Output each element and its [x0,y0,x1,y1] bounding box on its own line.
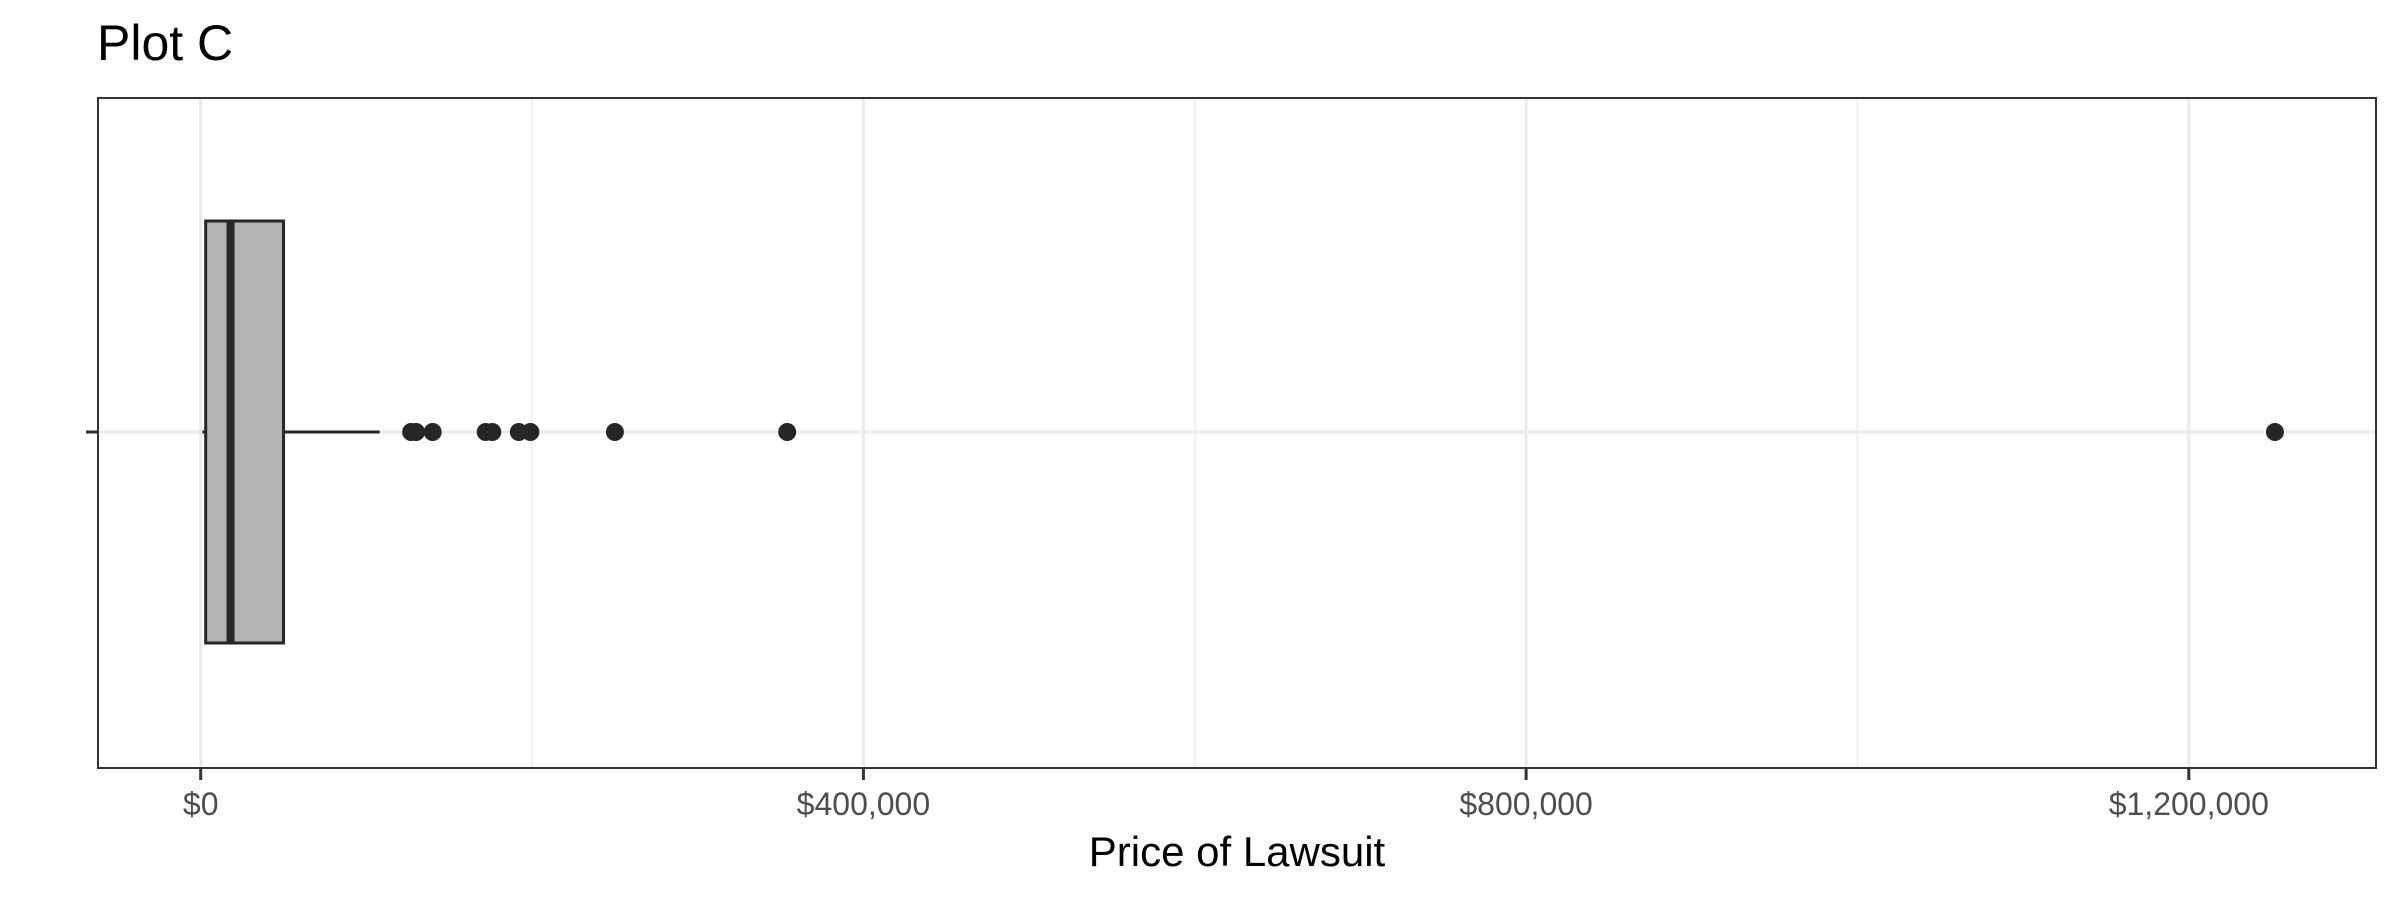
outlier-point [483,423,502,441]
x-tick-label: $1,200,000 [2109,786,2269,822]
outlier-point [423,423,442,441]
outlier-layer [402,423,2284,441]
chart-title: Plot C [97,15,233,71]
grid-layer [98,98,2376,768]
interquartile-box [204,219,286,645]
x-axis-label: Price of Lawsuit [1089,828,1386,875]
x-tick-label: $800,000 [1459,786,1592,822]
x-tick-label: $400,000 [797,786,930,822]
outlier-point [2265,423,2284,441]
x-tick-label: $0 [183,786,219,822]
outlier-point [521,423,540,441]
outlier-point [605,423,624,441]
outlier-point [778,423,797,441]
axis-layer: $0 $400,000 $800,000 $1,200,000 [86,430,2269,822]
outlier-point [407,423,426,441]
box-layer [202,219,380,645]
